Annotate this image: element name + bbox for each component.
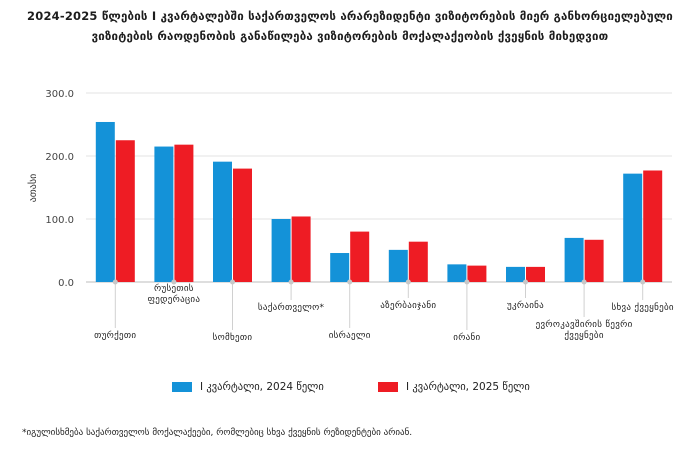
category-marker [464, 279, 470, 285]
bar-2024-7 [447, 264, 467, 282]
category-label: სხვა ქვეყნები [611, 302, 673, 313]
legend-swatch-2025 [378, 382, 398, 392]
category-marker [640, 279, 646, 285]
y-tick-label: 100.0 [45, 215, 74, 226]
category-label: საქართველო* [258, 302, 325, 313]
category-label: რუსეთის ფედერაცია [148, 283, 201, 305]
category-label: აზერბაიჯანი [380, 300, 436, 311]
legend-label-2025: I კვარტალი, 2025 წელი [406, 381, 530, 393]
footnote: *იგულისხმება საქართველოს მოქალაქეები, რო… [22, 428, 413, 438]
bar-2025-4 [291, 216, 311, 282]
category-label: ირანი [453, 332, 480, 343]
category-label: ევროკავშირის წევრი ქვეყნები [536, 319, 633, 341]
category-marker [288, 279, 294, 285]
y-tick-label: 300.0 [45, 89, 74, 100]
y-tick-label: 0.0 [58, 278, 74, 289]
y-tick-label: 200.0 [45, 152, 74, 163]
bars [95, 121, 663, 282]
bar-2024-3 [213, 161, 232, 282]
bar-2024-6 [388, 249, 408, 282]
category-label: თურქეთი [94, 330, 136, 341]
category-labels: თურქეთი რუსეთის ფედერაცია სომხეთი საქართველო… [94, 279, 674, 343]
category-label: ისრაელი [329, 330, 371, 341]
y-axis-ticks: 0.0 100.0 200.0 300.0 [45, 89, 74, 289]
category-marker [347, 279, 353, 285]
bar-2025-5 [350, 231, 370, 282]
legend-item-2024: I კვარტალი, 2024 წელი [172, 381, 324, 393]
legend-item-2025: I კვარტალი, 2025 წელი [378, 381, 530, 393]
y-axis-label: ათასი [27, 174, 39, 203]
bar-chart: 0.0 100.0 200.0 300.0 ათასი თურქეთი რუსეთის ფ… [27, 89, 674, 343]
legend: I კვარტალი, 2024 წელი I კვარტალი, 2025 წ… [0, 381, 700, 397]
bar-2025-2 [174, 144, 194, 282]
category-marker [171, 279, 177, 285]
category-marker [112, 279, 118, 285]
category-label: სომხეთი [213, 332, 253, 343]
category-label: უკრაინა [507, 300, 544, 311]
bar-2025-10 [643, 170, 663, 282]
category-marker [581, 279, 587, 285]
bar-2025-7 [467, 265, 487, 282]
gridlines [86, 92, 672, 283]
bar-2024-1 [95, 121, 115, 282]
bar-2024-4 [271, 219, 291, 282]
legend-label-2024: I კვარტალი, 2024 წელი [200, 381, 324, 393]
bar-2025-8 [526, 266, 545, 282]
bar-2025-3 [233, 168, 252, 282]
bar-2024-2 [154, 146, 174, 282]
bar-2025-6 [408, 241, 428, 282]
bar-2024-5 [330, 253, 350, 282]
chart-title: 2024-2025 წლების I კვარტალებში საქართველ… [27, 9, 673, 43]
bar-2024-9 [564, 237, 584, 282]
bar-2025-9 [584, 239, 604, 282]
category-marker [523, 279, 528, 285]
bar-2025-1 [115, 140, 135, 282]
category-marker [405, 279, 411, 285]
category-marker [230, 279, 235, 285]
bar-2024-10 [623, 173, 643, 282]
bar-2024-8 [506, 266, 525, 282]
legend-swatch-2024 [172, 382, 192, 392]
